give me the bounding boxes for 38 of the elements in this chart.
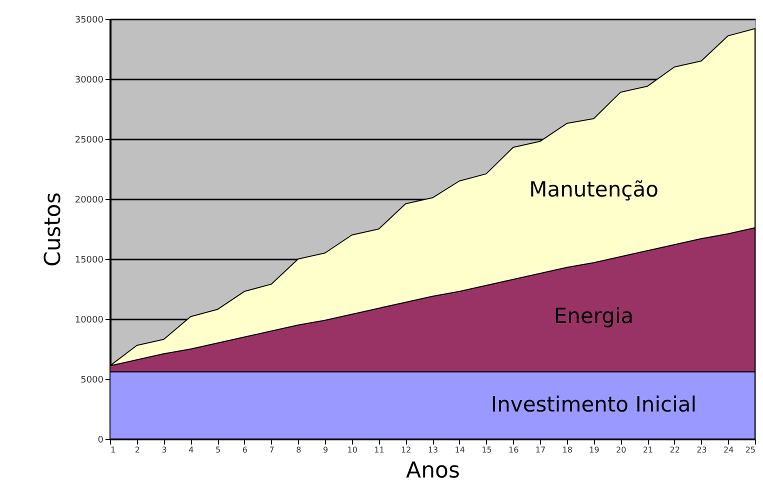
y-tick-label: 0 bbox=[98, 436, 104, 446]
x-tick-label: 14 bbox=[454, 446, 465, 454]
y-tick-label: 20000 bbox=[74, 196, 104, 206]
x-tick-label: 19 bbox=[589, 446, 600, 454]
series-label: Energia bbox=[554, 304, 634, 328]
x-tick-label: 10 bbox=[347, 446, 358, 454]
x-tick-label: 3 bbox=[162, 446, 167, 454]
x-tick-label: 11 bbox=[374, 446, 384, 454]
x-tick-label: 20 bbox=[616, 446, 626, 454]
x-tick-label: 16 bbox=[508, 446, 519, 454]
x-axis-title: Anos bbox=[406, 458, 460, 484]
x-tick-label: 6 bbox=[242, 446, 248, 454]
x-tick-label: 17 bbox=[535, 446, 546, 454]
y-tick-label: 25000 bbox=[74, 136, 104, 146]
y-tick-label: 15000 bbox=[74, 256, 104, 266]
x-tick-label: 9 bbox=[322, 446, 328, 454]
x-tick-label: 4 bbox=[188, 446, 194, 454]
x-tick-label: 23 bbox=[696, 446, 707, 454]
x-tick-label: 21 bbox=[642, 446, 654, 454]
series-label: Investimento Inicial bbox=[490, 392, 697, 416]
x-tick-label: 8 bbox=[296, 446, 302, 454]
x-tick-label: 24 bbox=[724, 446, 734, 454]
x-tick-label: 13 bbox=[428, 446, 438, 454]
series-label: Manutenção bbox=[529, 178, 658, 202]
x-tick-label: 2 bbox=[134, 446, 140, 454]
x-tick-label: 1 bbox=[110, 446, 116, 454]
y-tick-label: 5000 bbox=[80, 376, 104, 386]
x-tick-label: 12 bbox=[401, 446, 412, 454]
y-tick-label: 30000 bbox=[74, 76, 104, 86]
x-tick-label: 22 bbox=[670, 446, 680, 454]
y-tick-label: 35000 bbox=[74, 16, 104, 26]
x-tick-label: 15 bbox=[482, 446, 492, 454]
y-axis-title: Custos bbox=[40, 192, 66, 267]
x-tick-label: 7 bbox=[269, 446, 274, 454]
x-tick-label: 18 bbox=[562, 446, 572, 454]
x-tick-label: 5 bbox=[215, 446, 221, 454]
x-tick-label: 25 bbox=[745, 446, 756, 454]
y-tick-label: 10000 bbox=[74, 316, 104, 326]
